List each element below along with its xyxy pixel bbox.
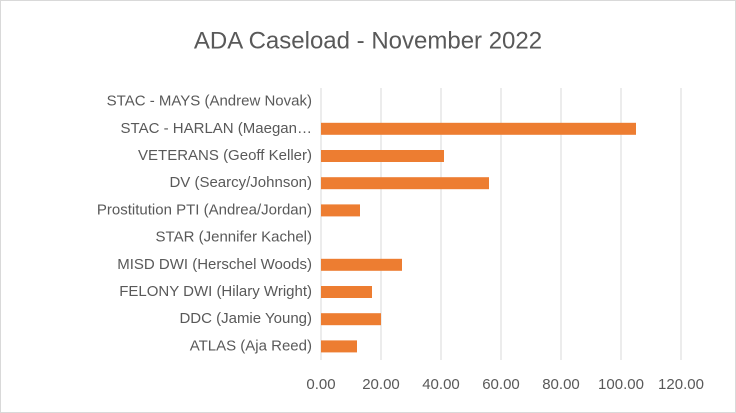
x-tick-label: 0.00 [306,376,335,393]
bar [321,122,636,135]
bar [321,204,360,217]
bar [321,150,444,162]
y-tick-label: ATLAS (Aja Reed) [190,337,312,354]
y-tick-label: MISD DWI (Herschel Woods) [117,256,312,273]
y-tick-label: STAC - MAYS (Andrew Novak) [107,93,312,110]
y-tick-label: STAR (Jennifer Kachel) [156,229,312,246]
bar [321,286,372,298]
x-tick-label: 100.00 [598,376,644,393]
y-tick-label: DV (Searcy/Johnson) [169,174,312,191]
bar [321,313,381,326]
bar [321,340,357,353]
y-tick-label: FELONY DWI (Hilary Wright) [119,283,312,300]
x-tick-label: 120.00 [658,376,704,393]
bar [321,258,402,271]
y-tick-label: Prostitution PTI (Andrea/Jordan) [97,201,312,218]
x-tick-label: 60.00 [482,376,520,393]
y-tick-label: STAC - HARLAN (Maegan… [121,120,312,137]
bar [321,177,489,190]
chart-title: ADA Caseload - November 2022 [194,27,542,54]
x-tick-label: 40.00 [422,376,460,393]
x-tick-label: 80.00 [542,376,580,393]
y-tick-label: VETERANS (Geoff Keller) [138,147,312,164]
y-tick-label: DDC (Jamie Young) [179,310,312,327]
x-tick-label: 20.00 [362,376,400,393]
